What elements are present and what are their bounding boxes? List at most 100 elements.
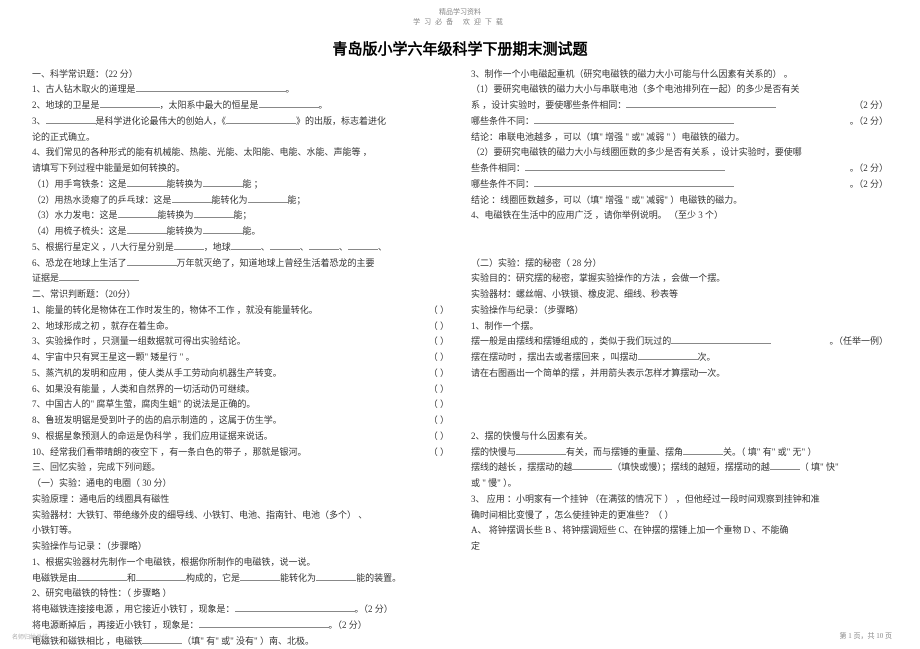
blank <box>46 123 96 124</box>
blank <box>174 249 204 250</box>
blank <box>516 454 566 455</box>
exp1-steps: 实验操作与记录 ：（步骤略） <box>32 539 449 555</box>
blank <box>270 249 300 250</box>
page-header: 精品学习资料 学习必备 欢迎下载 <box>0 0 920 28</box>
blank <box>194 217 234 218</box>
j9: 9、根据星象预测人的命运是伪科学 ，我们应用证据来说话。（ ） <box>32 429 449 445</box>
footer-left: 名师归纳总结 <box>12 632 48 641</box>
q1: 1、古人钻木取火的道理是。 <box>32 82 449 98</box>
q2: 2、地球的卫星是，太阳系中最大的恒星是。 <box>32 98 449 114</box>
exp2-q2d: 摆线的越长 ，摆摆动的越（填快或慢）；摆线的越短，摆摆动的越（ 填" 快" <box>471 460 888 476</box>
exp2-q3: 3、 应用 ：小明家有一个挂钟 （在满弦的情况下 ） ，但他经过一段时间观察到挂… <box>471 492 888 508</box>
blank <box>231 249 261 250</box>
blank <box>248 202 288 203</box>
q6b: 证据是 <box>32 271 449 287</box>
j7: 7、中国古人的" 腐草生萤，腐肉生蛆" 的说法是正确的。（ ） <box>32 397 449 413</box>
q5: 5、根据行星定义 ，八大行星分别是，地球、、、、 <box>32 240 449 256</box>
blank <box>136 580 186 581</box>
j6: 6、如果没有能量 ，人类和自然界的一切活动仍可继续。（ ） <box>32 382 449 398</box>
blank <box>203 233 243 234</box>
blank <box>348 249 378 250</box>
q4c3: （3）水力发电：这是能转换为能； <box>32 208 449 224</box>
q4c4: （4）用梳子梳头：这是能转换为能。 <box>32 224 449 240</box>
exp2-p3: 实验操作与纪录：（步骤略） <box>471 303 888 319</box>
q4c2: （2）用热水烫瘪了的乒乓球：这是能转化为能； <box>32 193 449 209</box>
exp2-q1a: 摆一般是由摆线和摆锤组成的 ，类似于我们玩过的。（任举一例） <box>471 334 888 350</box>
exp1-q2b: 将电源断掉后 ，再接近小铁钉 ，现象是：。（2 分） <box>32 618 449 634</box>
left-column: 一、科学常识题：（22 分） 1、古人钻木取火的道理是。 2、地球的卫星是，太阳… <box>32 67 449 649</box>
section-3-heading: 三、回忆实验 ，完成下列问题。 <box>32 460 449 476</box>
page-title: 青岛版小学六年级科学下册期末测试题 <box>0 38 920 59</box>
blank <box>118 217 158 218</box>
exp2-q1c: 请在右图画出一个简单的摆 ，并用箭头表示怎样才算摆动一次。 <box>471 366 888 382</box>
j4: 4、宇宙中只有冥王星这一颗" 矮星行 " 。（ ） <box>32 350 449 366</box>
q4: 4、我们常见的各种形式的能有机械能、热能、光能、太阳能、电能、水能、声能等 ， <box>32 145 449 161</box>
blank <box>240 580 280 581</box>
exp2-q2a: 摆的快慢与有关，而与摆锤的重量、摆角关。（ 填" 有" 或" 无" ） <box>471 445 888 461</box>
blank <box>309 249 339 250</box>
header-line-1: 精品学习资料 <box>0 8 920 18</box>
exp1-q2a: 将电磁铁连接接电源 ，用它接近小铁钉 ，现象是：。（2 分） <box>32 602 449 618</box>
blank <box>572 469 612 470</box>
blank <box>127 265 177 266</box>
j3: 3、实验操作时 ，只测量一组数据就可得出实验结论。（ ） <box>32 334 449 350</box>
section-2-heading: 二、常识判断题：（20分） <box>32 287 449 303</box>
exp2-q2g: 或 " 慢" ）。 <box>471 476 888 492</box>
exp1-q2: 2、研究电磁铁的特性：（ 步骤略 ） <box>32 586 449 602</box>
blank <box>235 611 355 612</box>
blank <box>638 359 698 360</box>
j1: 1、能量的转化是物体在工作时发生的，物体不工作 ，就没有能量转化。（ ） <box>32 303 449 319</box>
q4c1: （1）用手弯铁条：这是能转换为能 ； <box>32 177 449 193</box>
exp2-q3b: 确时间相比变慢了 ，怎么使挂钟走的更准些？（ ） <box>471 508 888 524</box>
r1: 3、制作一个小电磁起重机（研究电磁铁的磁力大小可能与什么因素有关系的） 。 <box>471 67 888 83</box>
q4b: 请填写下列过程中能量是如何转换的。 <box>32 161 449 177</box>
exp2-p1: 实验目的：研究摆的秘密，掌握实验操作的方法 ，会做一个摆。 <box>471 271 888 287</box>
blank <box>199 627 329 628</box>
blank <box>172 202 212 203</box>
blank <box>534 186 734 187</box>
blank <box>100 107 160 108</box>
blank <box>259 107 319 108</box>
r3: 4、电磁铁在生活中的应用广泛 ，请你举例说明。 （至少 3 个） <box>471 208 888 224</box>
blank <box>142 643 182 644</box>
exp1-principle: 实验原理 ：通电后的线圈具有磁性 <box>32 492 449 508</box>
exp1-materials-2: 小铁钉等。 <box>32 523 449 539</box>
j5: 5、蒸汽机的发明和应用 ，使人类从手工劳动向机器生产转变。（ ） <box>32 366 449 382</box>
q3b: 论的正式确立。 <box>32 130 449 146</box>
footer-right: 第 1 页，共 10 页 <box>840 631 893 641</box>
exp2-q1b: 摆在摆动时 ，摆出去或者摆回来 ，叫摆动次。 <box>471 350 888 366</box>
r2b: 些条件相同：。（2 分） <box>471 161 888 177</box>
r2c: 哪些条件不同：。（2 分） <box>471 177 888 193</box>
section-1-heading: 一、科学常识题：（22 分） <box>32 67 449 83</box>
blank <box>683 454 723 455</box>
r2d: 结论 ：线圈匝数越多，可以（填" 增强 " 或" 减弱" ）电磁铁的磁力。 <box>471 193 888 209</box>
blank <box>59 280 139 281</box>
blank <box>127 233 167 234</box>
right-column: 3、制作一个小电磁起重机（研究电磁铁的磁力大小可能与什么因素有关系的） 。 （1… <box>471 67 888 649</box>
j10: 10、经常我们看带晴朗的夜空下 ，有一条白色的带子 ，那就是银河。（ ） <box>32 445 449 461</box>
j8: 8、鲁班发明锯是受到叶子的齿的启示制造的 ，这属于仿生学。（ ） <box>32 413 449 429</box>
exp1-q1: 1、根据实验器材先制作一个电磁铁，根据你所制作的电磁铁，说一说。 <box>32 555 449 571</box>
header-line-2: 学习必备 欢迎下载 <box>0 18 920 28</box>
blank <box>534 123 734 124</box>
q6: 6、恐龙在地球上生活了万年就灭绝了，知道地球上曾经生活着恐龙的主要 <box>32 256 449 272</box>
blank <box>626 107 776 108</box>
r1a: （1）要研究电磁铁的磁力大小与串联电池（多个电池排列在一起）的多少是否有关 <box>471 82 888 98</box>
blank <box>203 186 243 187</box>
exp1-materials: 实验器材：大铁钉、带绝缘外皮的细导线、小铁钉、电池、指南针、电池（多个） 、 <box>32 508 449 524</box>
blank <box>316 580 356 581</box>
blank <box>77 580 127 581</box>
r1c: 哪些条件不同：。（2 分） <box>471 114 888 130</box>
blank <box>136 91 286 92</box>
exp2-options: A、 将钟摆调长些 B 、将钟摆调短些 C、在钟摆的摆锤上加一个重物 D 、不能… <box>471 523 888 539</box>
r1b: 系 ，设计实验时，要使哪些条件相同：（2 分） <box>471 98 888 114</box>
exp2-options-2: 定 <box>471 539 888 555</box>
blank <box>226 123 296 124</box>
blank <box>525 170 725 171</box>
exp2-q1: 1、制作一个摆。 <box>471 319 888 335</box>
exp1-q1b: 电磁铁是由和构成的，它是能转化为能的装置。 <box>32 571 449 587</box>
exp2-q2: 2、摆的快慢与什么因素有关。 <box>471 429 888 445</box>
j2: 2、地球形成之初 ，就存在着生命。（ ） <box>32 319 449 335</box>
exp1-q2c: 电磁铁和磁铁相比 ，电磁铁（填" 有" 或" 没有" ）南、北极。 <box>32 634 449 649</box>
blank <box>127 186 167 187</box>
